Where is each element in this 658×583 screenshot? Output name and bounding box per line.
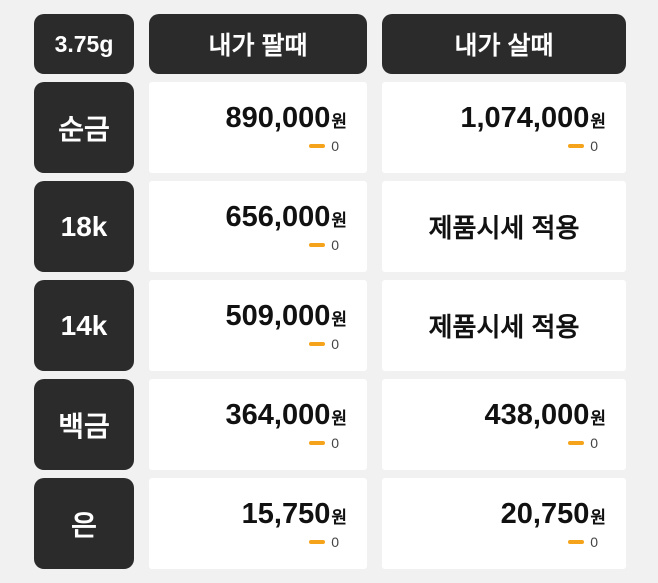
price-unit: 원	[331, 309, 347, 329]
price-unit: 원	[331, 210, 347, 230]
applied-text: 제품시세 적용	[428, 312, 580, 342]
gold-price-table: 3.75g 내가 팔때 내가 살때 순금 890,000 원 0 1,074,0…	[34, 14, 626, 569]
price-value: 890,000	[225, 101, 331, 134]
delta-value: 0	[590, 533, 598, 550]
sell-price-cell: 890,000 원 0	[149, 82, 367, 173]
price-value: 438,000	[484, 398, 590, 431]
price-value: 509,000	[225, 299, 331, 332]
minus-icon	[568, 440, 585, 445]
minus-icon	[309, 539, 326, 544]
row-label-text: 백금	[58, 410, 110, 442]
delta-value: 0	[590, 137, 598, 154]
delta-value: 0	[331, 434, 339, 451]
row-label-18k: 18k	[34, 181, 134, 272]
price-unit: 원	[331, 111, 347, 131]
applied-text: 제품시세 적용	[428, 213, 580, 243]
row-label-text: 은	[71, 509, 97, 541]
delta-value: 0	[590, 434, 598, 451]
buy-price-cell: 438,000 원 0	[382, 379, 626, 470]
price-line: 1,074,000 원	[460, 102, 606, 135]
row-label-text: 18k	[60, 210, 108, 242]
buy-text-cell: 제품시세 적용	[382, 181, 626, 272]
header-unit: 3.75g	[34, 14, 134, 74]
delta-value: 0	[331, 335, 339, 352]
delta-value: 0	[331, 533, 339, 550]
header-sell-label: 내가 팔때	[208, 32, 308, 60]
delta-line: 0	[309, 534, 347, 550]
row-label-text: 14k	[60, 309, 108, 341]
minus-icon	[568, 143, 585, 148]
price-line: 890,000 원	[226, 102, 347, 135]
price-value: 364,000	[225, 398, 331, 431]
price-line: 15,750 원	[242, 498, 347, 531]
sell-price-cell: 364,000 원 0	[149, 379, 367, 470]
price-value: 1,074,000	[460, 101, 590, 134]
delta-line: 0	[309, 336, 347, 352]
price-line: 438,000 원	[485, 399, 606, 432]
row-label-14k: 14k	[34, 280, 134, 371]
delta-line: 0	[309, 435, 347, 451]
price-unit: 원	[590, 507, 606, 527]
minus-icon	[309, 143, 326, 148]
price-value: 656,000	[225, 200, 331, 233]
row-label-silver: 은	[34, 478, 134, 569]
header-sell: 내가 팔때	[149, 14, 367, 74]
minus-icon	[309, 242, 326, 247]
sell-price-cell: 509,000 원 0	[149, 280, 367, 371]
price-unit: 원	[590, 408, 606, 428]
price-unit: 원	[331, 507, 347, 527]
row-label-puregold: 순금	[34, 82, 134, 173]
price-unit: 원	[331, 408, 347, 428]
buy-price-cell: 1,074,000 원 0	[382, 82, 626, 173]
minus-icon	[309, 440, 326, 445]
delta-line: 0	[309, 237, 347, 253]
price-line: 656,000 원	[226, 201, 347, 234]
price-line: 364,000 원	[226, 399, 347, 432]
delta-line: 0	[568, 435, 606, 451]
price-unit: 원	[590, 111, 606, 131]
delta-line: 0	[568, 138, 606, 154]
buy-text-cell: 제품시세 적용	[382, 280, 626, 371]
minus-icon	[568, 539, 585, 544]
sell-price-cell: 656,000 원 0	[149, 181, 367, 272]
price-line: 509,000 원	[226, 300, 347, 333]
buy-price-cell: 20,750 원 0	[382, 478, 626, 569]
row-label-platinum: 백금	[34, 379, 134, 470]
price-value: 20,750	[500, 497, 590, 530]
header-buy: 내가 살때	[382, 14, 626, 74]
minus-icon	[309, 341, 326, 346]
header-unit-label: 3.75g	[54, 30, 114, 57]
header-buy-label: 내가 살때	[454, 32, 554, 60]
delta-value: 0	[331, 137, 339, 154]
price-line: 20,750 원	[501, 498, 606, 531]
delta-line: 0	[309, 138, 347, 154]
row-label-text: 순금	[58, 113, 110, 145]
sell-price-cell: 15,750 원 0	[149, 478, 367, 569]
price-value: 15,750	[241, 497, 331, 530]
delta-line: 0	[568, 534, 606, 550]
delta-value: 0	[331, 236, 339, 253]
